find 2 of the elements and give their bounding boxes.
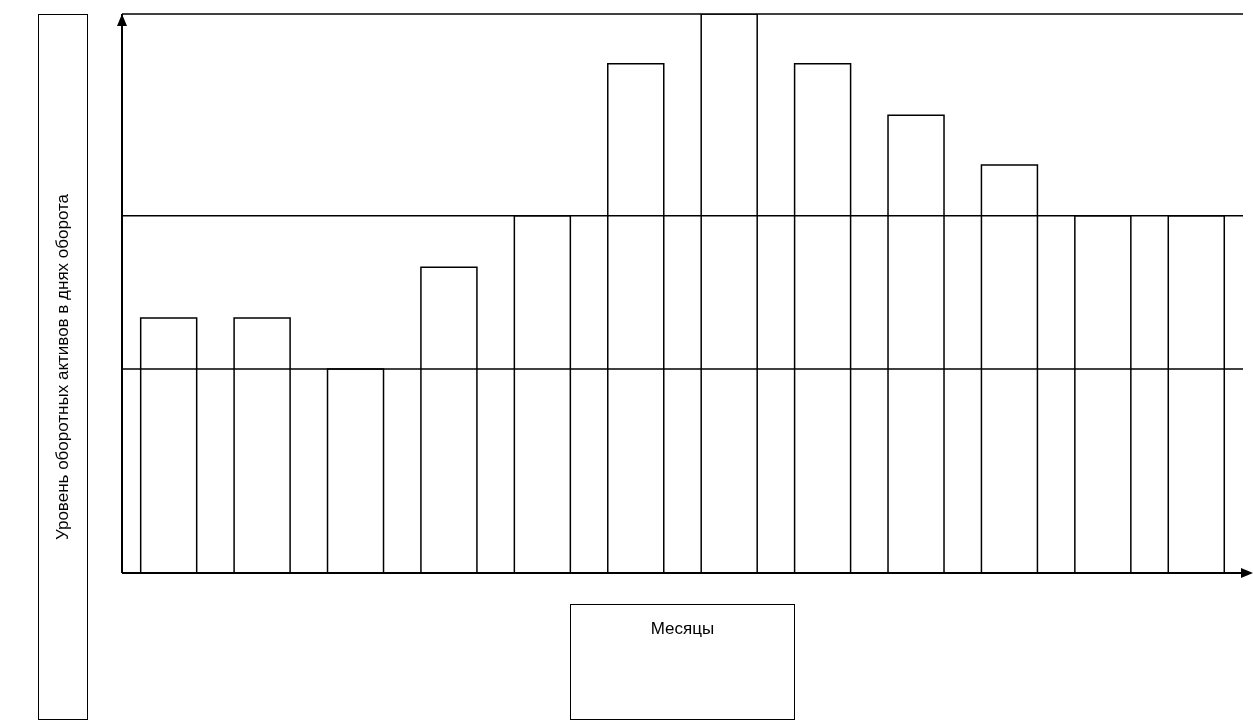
y-axis-title: Уровень оборотных активов в днях оборота [53, 193, 73, 541]
x-axis-title: Месяцы [570, 604, 795, 720]
